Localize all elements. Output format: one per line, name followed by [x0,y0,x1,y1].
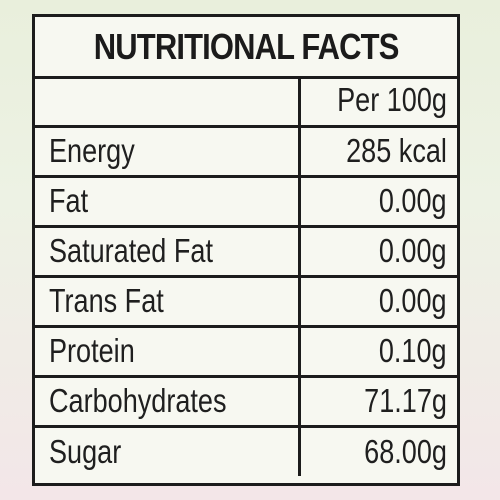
amount-cell: 0.00g [299,276,457,328]
nutrient-cell: Fat [35,176,301,228]
label-title: NUTRITIONAL FACTS [93,25,400,67]
nutrient-name: Energy [49,132,135,169]
table-row: Carbohydrates 71.17g [35,376,457,428]
table-row: Energy 285 kcal [35,126,457,178]
table-row: Fat 0.00g [35,176,457,228]
header-amount-cell: Per 100g [299,76,457,128]
amount-cell: 285 kcal [299,126,457,178]
amount-cell: 0.00g [299,176,457,228]
nutrient-amount: 71.17g [364,382,447,419]
table-header-row: Per 100g [35,76,457,128]
table-row: Trans Fat 0.00g [35,276,457,328]
nutrient-amount: 0.00g [379,182,447,219]
nutrient-amount: 285 kcal [346,132,447,169]
nutrient-name: Carbohydrates [49,382,227,419]
table-row: Saturated Fat 0.00g [35,226,457,278]
nutrient-cell: Energy [35,126,301,178]
amount-cell: 68.00g [299,426,457,476]
nutrient-name: Trans Fat [49,282,164,319]
table-row: Protein 0.10g [35,326,457,378]
nutrient-name: Protein [49,332,135,369]
nutrient-name: Sugar [49,432,122,470]
nutrient-amount: 0.10g [379,332,447,369]
nutrient-name: Saturated Fat [49,232,213,269]
nutrient-amount: 68.00g [364,432,447,470]
table-row: Sugar 68.00g [35,426,457,476]
nutrient-cell: Sugar [35,426,301,476]
header-amount-label: Per 100g [337,81,447,119]
amount-cell: 0.10g [299,326,457,378]
nutrition-table: Per 100g Energy 285 kcal Fat 0.00g Satur… [35,76,457,476]
nutrient-amount: 0.00g [379,232,447,269]
nutrition-facts-label: NUTRITIONAL FACTS Per 100g Energy 285 kc… [32,14,460,486]
nutrient-cell: Protein [35,326,301,378]
label-title-bar: NUTRITIONAL FACTS [35,17,457,79]
nutrient-amount: 0.00g [379,282,447,319]
nutrient-cell: Saturated Fat [35,226,301,278]
amount-cell: 71.17g [299,376,457,428]
nutrient-cell: Trans Fat [35,276,301,328]
nutrient-cell: Carbohydrates [35,376,301,428]
nutrient-name: Fat [49,182,89,219]
amount-cell: 0.00g [299,226,457,278]
header-nutrient-cell [35,76,301,128]
